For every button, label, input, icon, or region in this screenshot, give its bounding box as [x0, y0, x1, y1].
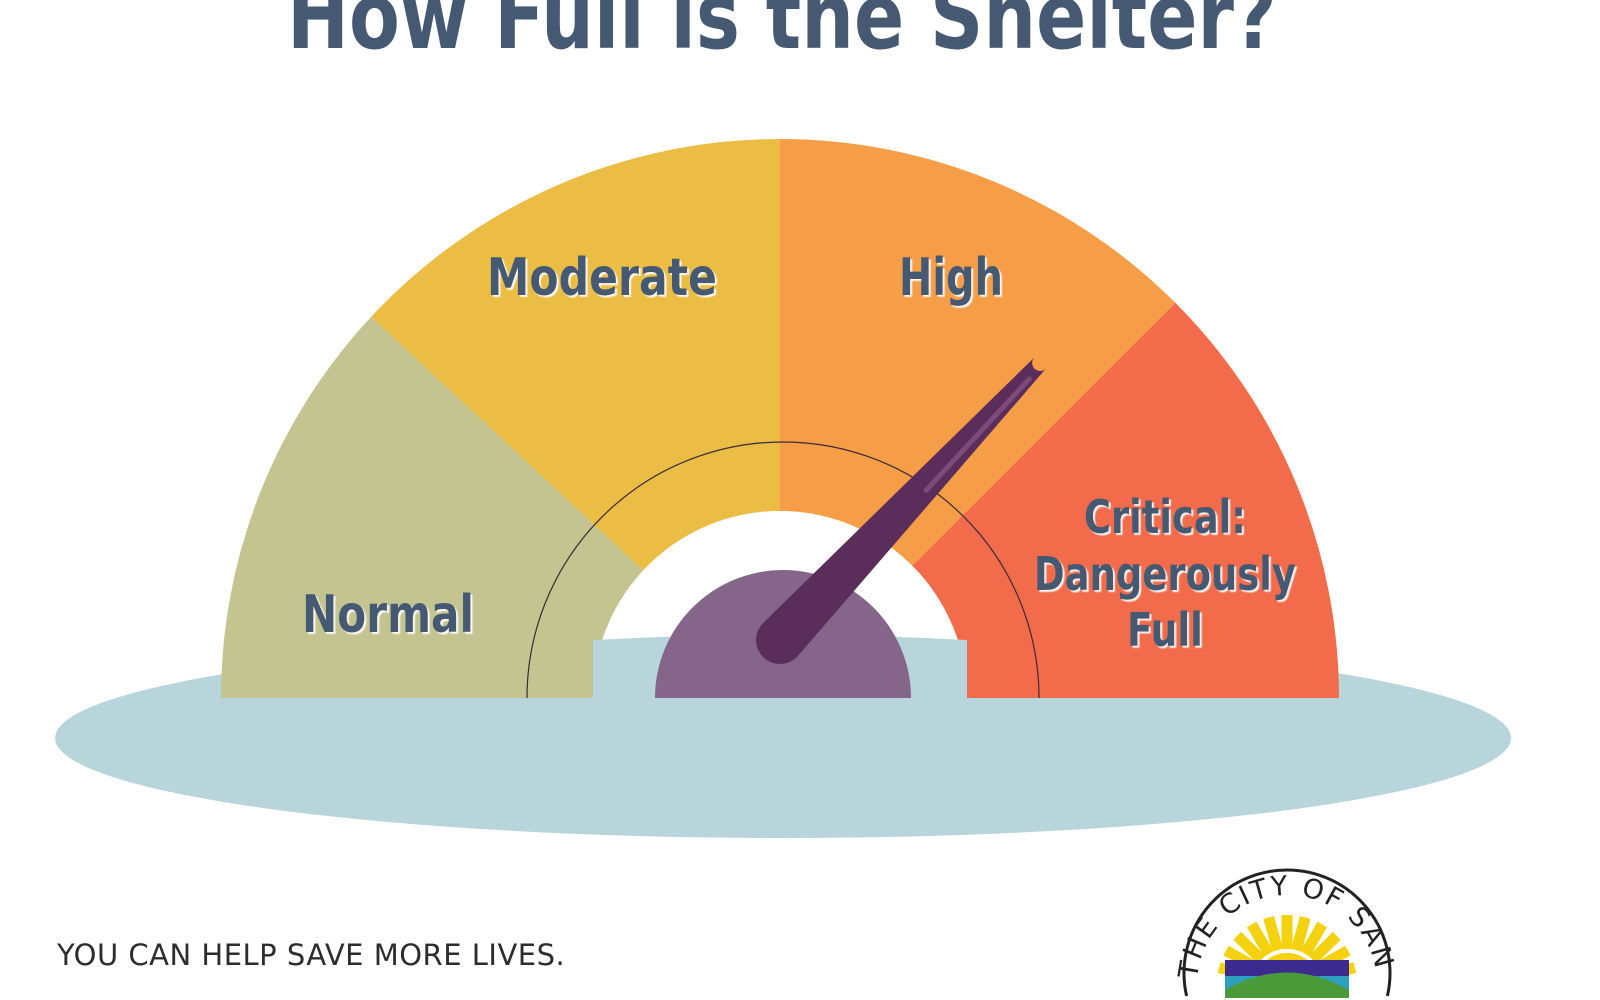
- gauge-inner-arc: [526, 441, 1040, 699]
- seal-hill: [1225, 972, 1349, 998]
- seal-ring: [1182, 868, 1392, 997]
- segment-label-high: High: [899, 248, 1003, 308]
- gauge-segment-high: [780, 139, 1176, 566]
- gauge-segment-moderate: [371, 139, 780, 571]
- segment-label-critical-1: Critical:: [1084, 490, 1246, 544]
- segment-label-normal: Normal: [302, 585, 474, 645]
- seal-band-purple: [1225, 960, 1349, 976]
- sun-ray: [1291, 915, 1311, 952]
- gauge-segment-normal: [221, 316, 644, 698]
- sun-ray: [1233, 931, 1266, 964]
- sun-ray: [1263, 915, 1283, 952]
- segment-label-critical-3: Full: [1127, 603, 1203, 657]
- page-title: How Full is the Shelter?: [287, 0, 1277, 70]
- segment-label-critical-2: Dangerously: [1034, 547, 1296, 601]
- sun-ray: [1300, 921, 1328, 957]
- sun-ray: [1308, 931, 1341, 964]
- sun-ray: [1246, 921, 1274, 957]
- gauge-needle: [756, 357, 1046, 664]
- footer-message: YOU CAN HELP SAVE MORE LIVES.: [57, 938, 566, 972]
- segment-label-moderate: Moderate: [487, 248, 717, 308]
